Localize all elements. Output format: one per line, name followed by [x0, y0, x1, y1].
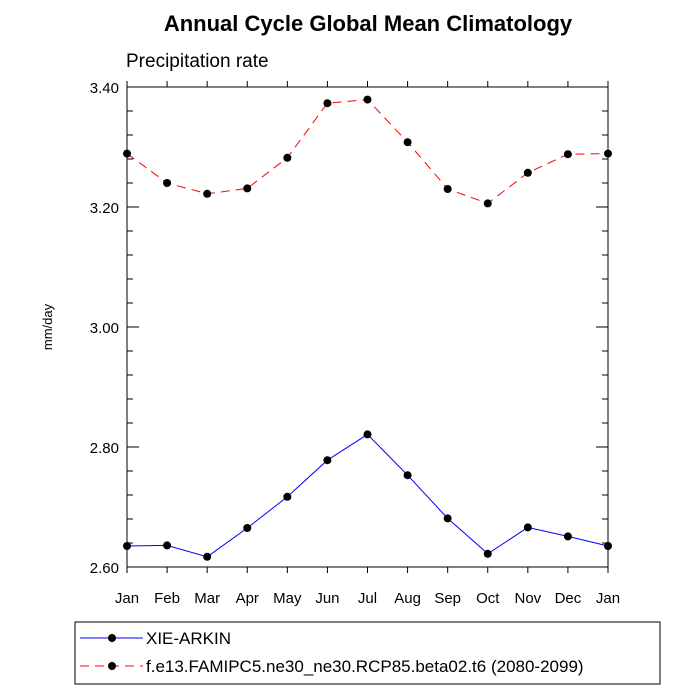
plot-frame — [126, 86, 609, 568]
y-tick-label: 3.00 — [90, 320, 119, 337]
y-tick-label: 3.40 — [90, 80, 119, 97]
x-tick-label: Jan — [115, 590, 139, 607]
x-tick-label: Jan — [596, 590, 620, 607]
x-tick-label: Sep — [434, 590, 461, 607]
x-tick-labels: Jan Feb Mar Apr May Jun Jul Aug Sep Oct Nov Dec Jan — [115, 590, 620, 607]
x-tick-label: Dec — [555, 590, 582, 607]
x-tick-label: Aug — [394, 590, 421, 607]
x-tick-label: Jun — [315, 590, 339, 607]
data-point-s1-4 — [283, 153, 292, 162]
data-point-s1-2 — [203, 189, 212, 198]
axis-ticks — [126, 81, 609, 573]
data-point-s1-10 — [523, 168, 532, 177]
data-point-s0-5 — [323, 456, 332, 465]
data-point-s1-11 — [563, 150, 572, 159]
data-point-s0-7 — [403, 471, 412, 480]
data-point-s0-4 — [283, 492, 292, 501]
data-point-s1-3 — [243, 184, 252, 193]
y-tick-label: 2.60 — [90, 560, 119, 577]
legend-box — [74, 621, 661, 685]
legend-label-xie-arkin: XIE-ARKIN — [146, 629, 231, 648]
chart-title: Annual Cycle Global Mean Climatology — [164, 11, 573, 36]
series-line-0 — [126, 433, 609, 558]
y-axis-label: mm/day — [40, 303, 55, 350]
data-point-s1-7 — [403, 138, 412, 147]
chart-subtitle: Precipitation rate — [126, 51, 269, 72]
y-tick-label: 2.80 — [90, 440, 119, 457]
x-tick-label: Oct — [476, 590, 500, 607]
x-tick-label: Mar — [194, 590, 220, 607]
x-tick-label: Apr — [236, 590, 259, 607]
data-point-s1-6 — [363, 95, 372, 104]
data-point-s0-3 — [243, 524, 252, 532]
x-tick-label: Nov — [514, 590, 541, 607]
data-point-s1-1 — [163, 179, 172, 187]
data-point-s0-1 — [163, 541, 172, 550]
data-point-s0-10 — [523, 523, 532, 532]
legend-marker-model — [108, 662, 116, 670]
series-line-1 — [126, 99, 609, 204]
x-tick-label: Feb — [154, 590, 180, 607]
data-point-s1-9 — [483, 199, 492, 208]
data-point-s0-9 — [483, 549, 492, 558]
data-point-s0-2 — [203, 552, 212, 561]
data-point-s1-8 — [443, 185, 452, 193]
x-tick-label: Jul — [358, 590, 377, 607]
data-point-s0-6 — [363, 430, 372, 439]
series-layer — [123, 95, 612, 561]
data-point-s0-11 — [563, 532, 572, 541]
legend-label-model: f.e13.FAMIPC5.ne30_ne30.RCP85.beta02.t6 … — [146, 657, 584, 676]
data-point-s1-5 — [323, 99, 332, 108]
x-tick-label: May — [273, 590, 302, 607]
y-tick-label: 3.20 — [90, 200, 119, 217]
legend-marker-xie-arkin — [108, 634, 116, 642]
data-point-s0-8 — [443, 514, 452, 523]
y-tick-labels: 2.60 2.80 3.00 3.20 3.40 — [90, 80, 119, 577]
legend: XIE-ARKIN f.e13.FAMIPC5.ne30_ne30.RCP85.… — [74, 621, 661, 685]
